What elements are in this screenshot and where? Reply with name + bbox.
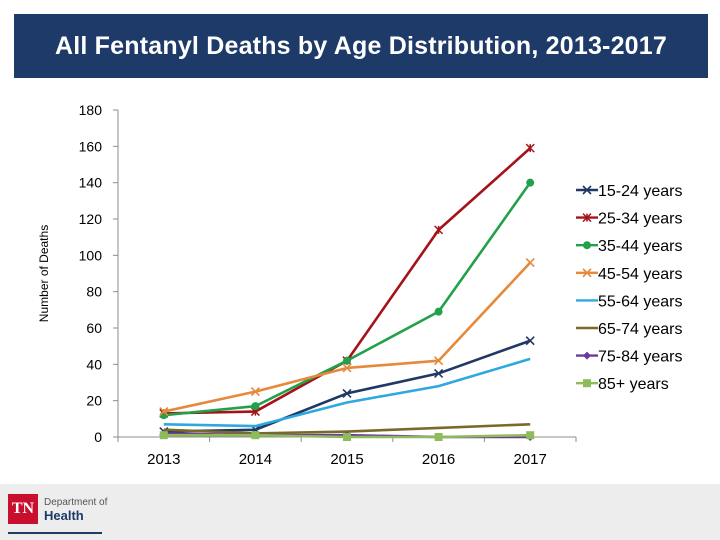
legend-label: 65-74 years bbox=[598, 321, 683, 338]
slide-title: All Fentanyl Deaths by Age Distribution,… bbox=[54, 31, 667, 60]
series-marker bbox=[159, 431, 168, 440]
series-marker bbox=[525, 336, 535, 346]
series-marker bbox=[250, 387, 260, 397]
series-15-24-years bbox=[159, 336, 535, 437]
y-tick-label: 60 bbox=[86, 320, 102, 336]
legend: 15-24 years 25-34 years 35-44 years 45-54 y… bbox=[576, 183, 683, 393]
series-marker bbox=[342, 363, 352, 373]
series-marker bbox=[525, 143, 535, 153]
y-tick-label: 120 bbox=[79, 211, 103, 227]
y-tick-label: 20 bbox=[86, 393, 102, 409]
series-line bbox=[163, 357, 531, 428]
y-tick-label: 140 bbox=[79, 175, 103, 191]
series-marker bbox=[343, 356, 351, 365]
series-marker bbox=[434, 225, 444, 235]
x-tick-label: 2017 bbox=[514, 451, 547, 468]
series-marker bbox=[342, 388, 352, 398]
series-marker bbox=[583, 351, 591, 360]
tn-logo-mark: TN bbox=[8, 494, 38, 524]
logo-health-text: Health bbox=[44, 508, 84, 523]
series-line bbox=[163, 339, 531, 433]
series-marker bbox=[343, 433, 351, 441]
series-marker bbox=[525, 258, 535, 268]
series-marker bbox=[434, 433, 443, 441]
x-tick-label: 2014 bbox=[239, 451, 272, 468]
series-marker bbox=[583, 241, 591, 250]
legend-label: 15-24 years bbox=[598, 183, 683, 200]
line-chart: 0 20 40 60 80 100 120 140 160 180 2013 2014 2015 2016… bbox=[37, 102, 683, 468]
series-marker bbox=[583, 379, 591, 388]
legend-label: 85+ years bbox=[598, 376, 669, 393]
legend-label: 45-54 years bbox=[598, 266, 683, 283]
series-marker bbox=[582, 185, 592, 195]
y-tick-label: 40 bbox=[86, 356, 102, 372]
series-marker bbox=[526, 178, 535, 187]
series-marker bbox=[582, 268, 592, 278]
series-85-years bbox=[159, 431, 535, 441]
series-marker bbox=[251, 431, 260, 440]
series-line bbox=[163, 181, 532, 417]
series-marker bbox=[251, 402, 260, 411]
logo-department-text: Department of bbox=[44, 497, 108, 508]
footer-bar bbox=[0, 484, 720, 540]
series-line bbox=[163, 261, 532, 413]
series-line bbox=[163, 147, 532, 415]
series-45-54-years bbox=[159, 258, 535, 417]
tn-health-logo: TN Department of Health bbox=[8, 494, 107, 524]
logo-underline bbox=[8, 532, 102, 534]
y-tick-label: 100 bbox=[79, 247, 103, 263]
legend-label: 25-34 years bbox=[598, 211, 683, 228]
legend-label: 55-64 years bbox=[598, 293, 683, 310]
series-35-44-years bbox=[159, 178, 535, 420]
series-marker bbox=[159, 407, 169, 417]
x-tick-label: 2013 bbox=[147, 451, 180, 468]
series-25-34-years bbox=[159, 143, 535, 418]
series-marker bbox=[434, 356, 444, 366]
series-marker bbox=[526, 431, 535, 440]
y-tick-label: 80 bbox=[86, 284, 102, 300]
y-tick-label: 160 bbox=[79, 138, 103, 154]
title-bar: All Fentanyl Deaths by Age Distribution,… bbox=[14, 14, 708, 78]
legend-label: 75-84 years bbox=[598, 349, 683, 366]
series-55-64-years bbox=[163, 357, 531, 428]
logo-text: Department of Health bbox=[44, 496, 107, 522]
series-marker bbox=[434, 307, 443, 316]
legend-label: 35-44 years bbox=[598, 238, 683, 255]
y-axis-title: Number of Deaths bbox=[37, 225, 51, 322]
series-marker bbox=[434, 368, 444, 378]
series-marker bbox=[582, 213, 592, 223]
y-tick-label: 180 bbox=[79, 102, 103, 118]
x-tick-label: 2016 bbox=[422, 451, 455, 468]
x-tick-label: 2015 bbox=[330, 451, 363, 468]
y-tick-label: 0 bbox=[94, 429, 102, 445]
